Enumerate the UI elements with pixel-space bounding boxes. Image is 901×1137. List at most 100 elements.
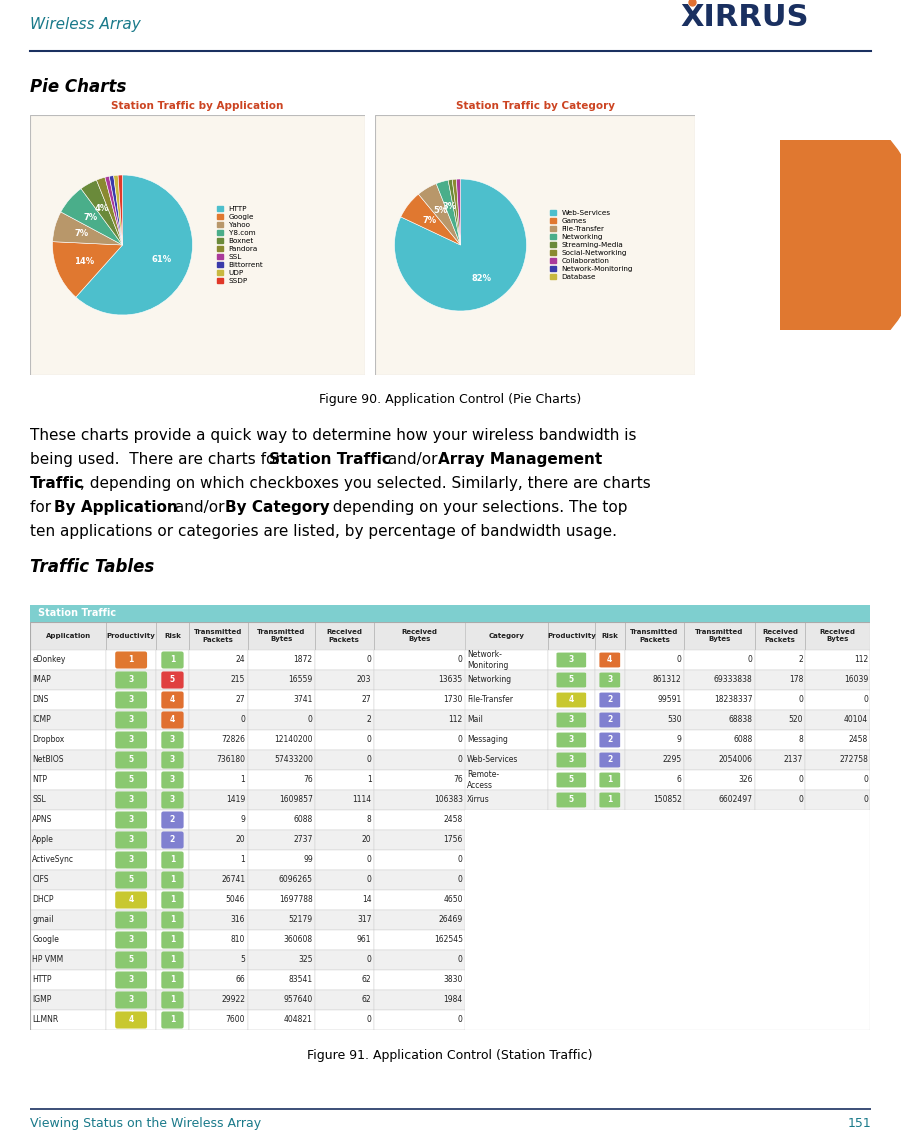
Text: 0: 0 (458, 656, 463, 664)
Text: 861312: 861312 (653, 675, 682, 684)
Text: 5: 5 (241, 955, 245, 964)
FancyBboxPatch shape (599, 772, 620, 788)
Text: 1: 1 (241, 855, 245, 864)
FancyBboxPatch shape (115, 952, 147, 969)
Text: 316: 316 (231, 915, 245, 924)
Bar (189, 990, 248, 1010)
Text: 3: 3 (129, 996, 133, 1004)
Bar (374, 622, 465, 650)
Text: 1114: 1114 (352, 796, 371, 805)
Bar (595, 709, 625, 730)
Bar (315, 890, 374, 910)
Text: 0: 0 (308, 715, 313, 724)
Bar (625, 750, 684, 770)
Text: 0: 0 (367, 656, 371, 664)
Text: 0: 0 (458, 955, 463, 964)
Text: 5: 5 (129, 875, 133, 885)
Bar (465, 622, 548, 650)
FancyBboxPatch shape (115, 791, 147, 808)
FancyBboxPatch shape (161, 752, 184, 769)
Bar (106, 830, 156, 850)
Text: 2737: 2737 (294, 836, 313, 845)
Bar (248, 850, 315, 870)
Text: Mail: Mail (467, 715, 483, 724)
Bar (754, 650, 805, 670)
Bar (548, 622, 595, 650)
Bar (248, 970, 315, 990)
Text: 5: 5 (569, 796, 574, 805)
Text: 24: 24 (236, 656, 245, 664)
Text: 82%: 82% (472, 274, 492, 283)
Text: and/or: and/or (169, 500, 229, 515)
Bar (754, 770, 805, 790)
FancyBboxPatch shape (115, 752, 147, 769)
Text: 957640: 957640 (284, 996, 313, 1004)
Text: Received
Bytes: Received Bytes (820, 630, 856, 642)
Bar (30, 1010, 106, 1030)
Text: 203: 203 (357, 675, 371, 684)
FancyBboxPatch shape (599, 732, 620, 747)
Bar (805, 770, 870, 790)
Text: 40104: 40104 (843, 715, 868, 724)
Text: APNS: APNS (32, 815, 52, 824)
Bar (595, 790, 625, 810)
Bar (625, 730, 684, 750)
Bar (315, 850, 374, 870)
Text: 83541: 83541 (288, 976, 313, 985)
Bar (30, 810, 106, 830)
Bar (625, 650, 684, 670)
Text: Station Traffic by Category: Station Traffic by Category (456, 101, 614, 111)
Bar (248, 670, 315, 690)
Wedge shape (105, 176, 123, 244)
Text: 61%: 61% (151, 256, 172, 265)
Bar (106, 990, 156, 1010)
Bar (248, 1010, 315, 1030)
Text: Apple: Apple (32, 836, 54, 845)
Bar (374, 890, 465, 910)
Text: 99591: 99591 (658, 696, 682, 705)
Bar (684, 670, 754, 690)
Text: 1697788: 1697788 (279, 896, 313, 905)
Bar (548, 650, 595, 670)
Bar (156, 970, 189, 990)
Bar (30, 650, 106, 670)
Bar (106, 770, 156, 790)
Bar (805, 730, 870, 750)
Bar (106, 750, 156, 770)
Text: 3: 3 (129, 936, 133, 945)
FancyBboxPatch shape (161, 812, 184, 829)
Bar (374, 810, 465, 830)
Text: By Category: By Category (225, 500, 330, 515)
Bar (315, 730, 374, 750)
Text: Transmitted
Bytes: Transmitted Bytes (695, 630, 743, 642)
Text: 3830: 3830 (443, 976, 463, 985)
Text: 2458: 2458 (849, 736, 868, 745)
Text: 14: 14 (362, 896, 371, 905)
Bar (156, 951, 189, 970)
Text: 1984: 1984 (443, 996, 463, 1004)
Bar (625, 670, 684, 690)
Bar (106, 650, 156, 670)
Text: 178: 178 (788, 675, 803, 684)
Text: 1: 1 (607, 796, 613, 805)
Text: 66: 66 (235, 976, 245, 985)
Bar (754, 622, 805, 650)
FancyBboxPatch shape (161, 991, 184, 1009)
Text: 0: 0 (798, 796, 803, 805)
Bar (374, 830, 465, 850)
Text: 20: 20 (236, 836, 245, 845)
FancyBboxPatch shape (115, 852, 147, 869)
Bar (684, 709, 754, 730)
FancyBboxPatch shape (599, 673, 620, 688)
Text: 6602497: 6602497 (719, 796, 752, 805)
Text: IMAP: IMAP (32, 675, 51, 684)
Text: 112: 112 (449, 715, 463, 724)
Bar (315, 670, 374, 690)
Bar (248, 951, 315, 970)
FancyBboxPatch shape (161, 952, 184, 969)
Bar (754, 670, 805, 690)
Text: 9: 9 (241, 815, 245, 824)
Bar (248, 830, 315, 850)
Text: Productivity: Productivity (547, 633, 596, 639)
Bar (754, 709, 805, 730)
